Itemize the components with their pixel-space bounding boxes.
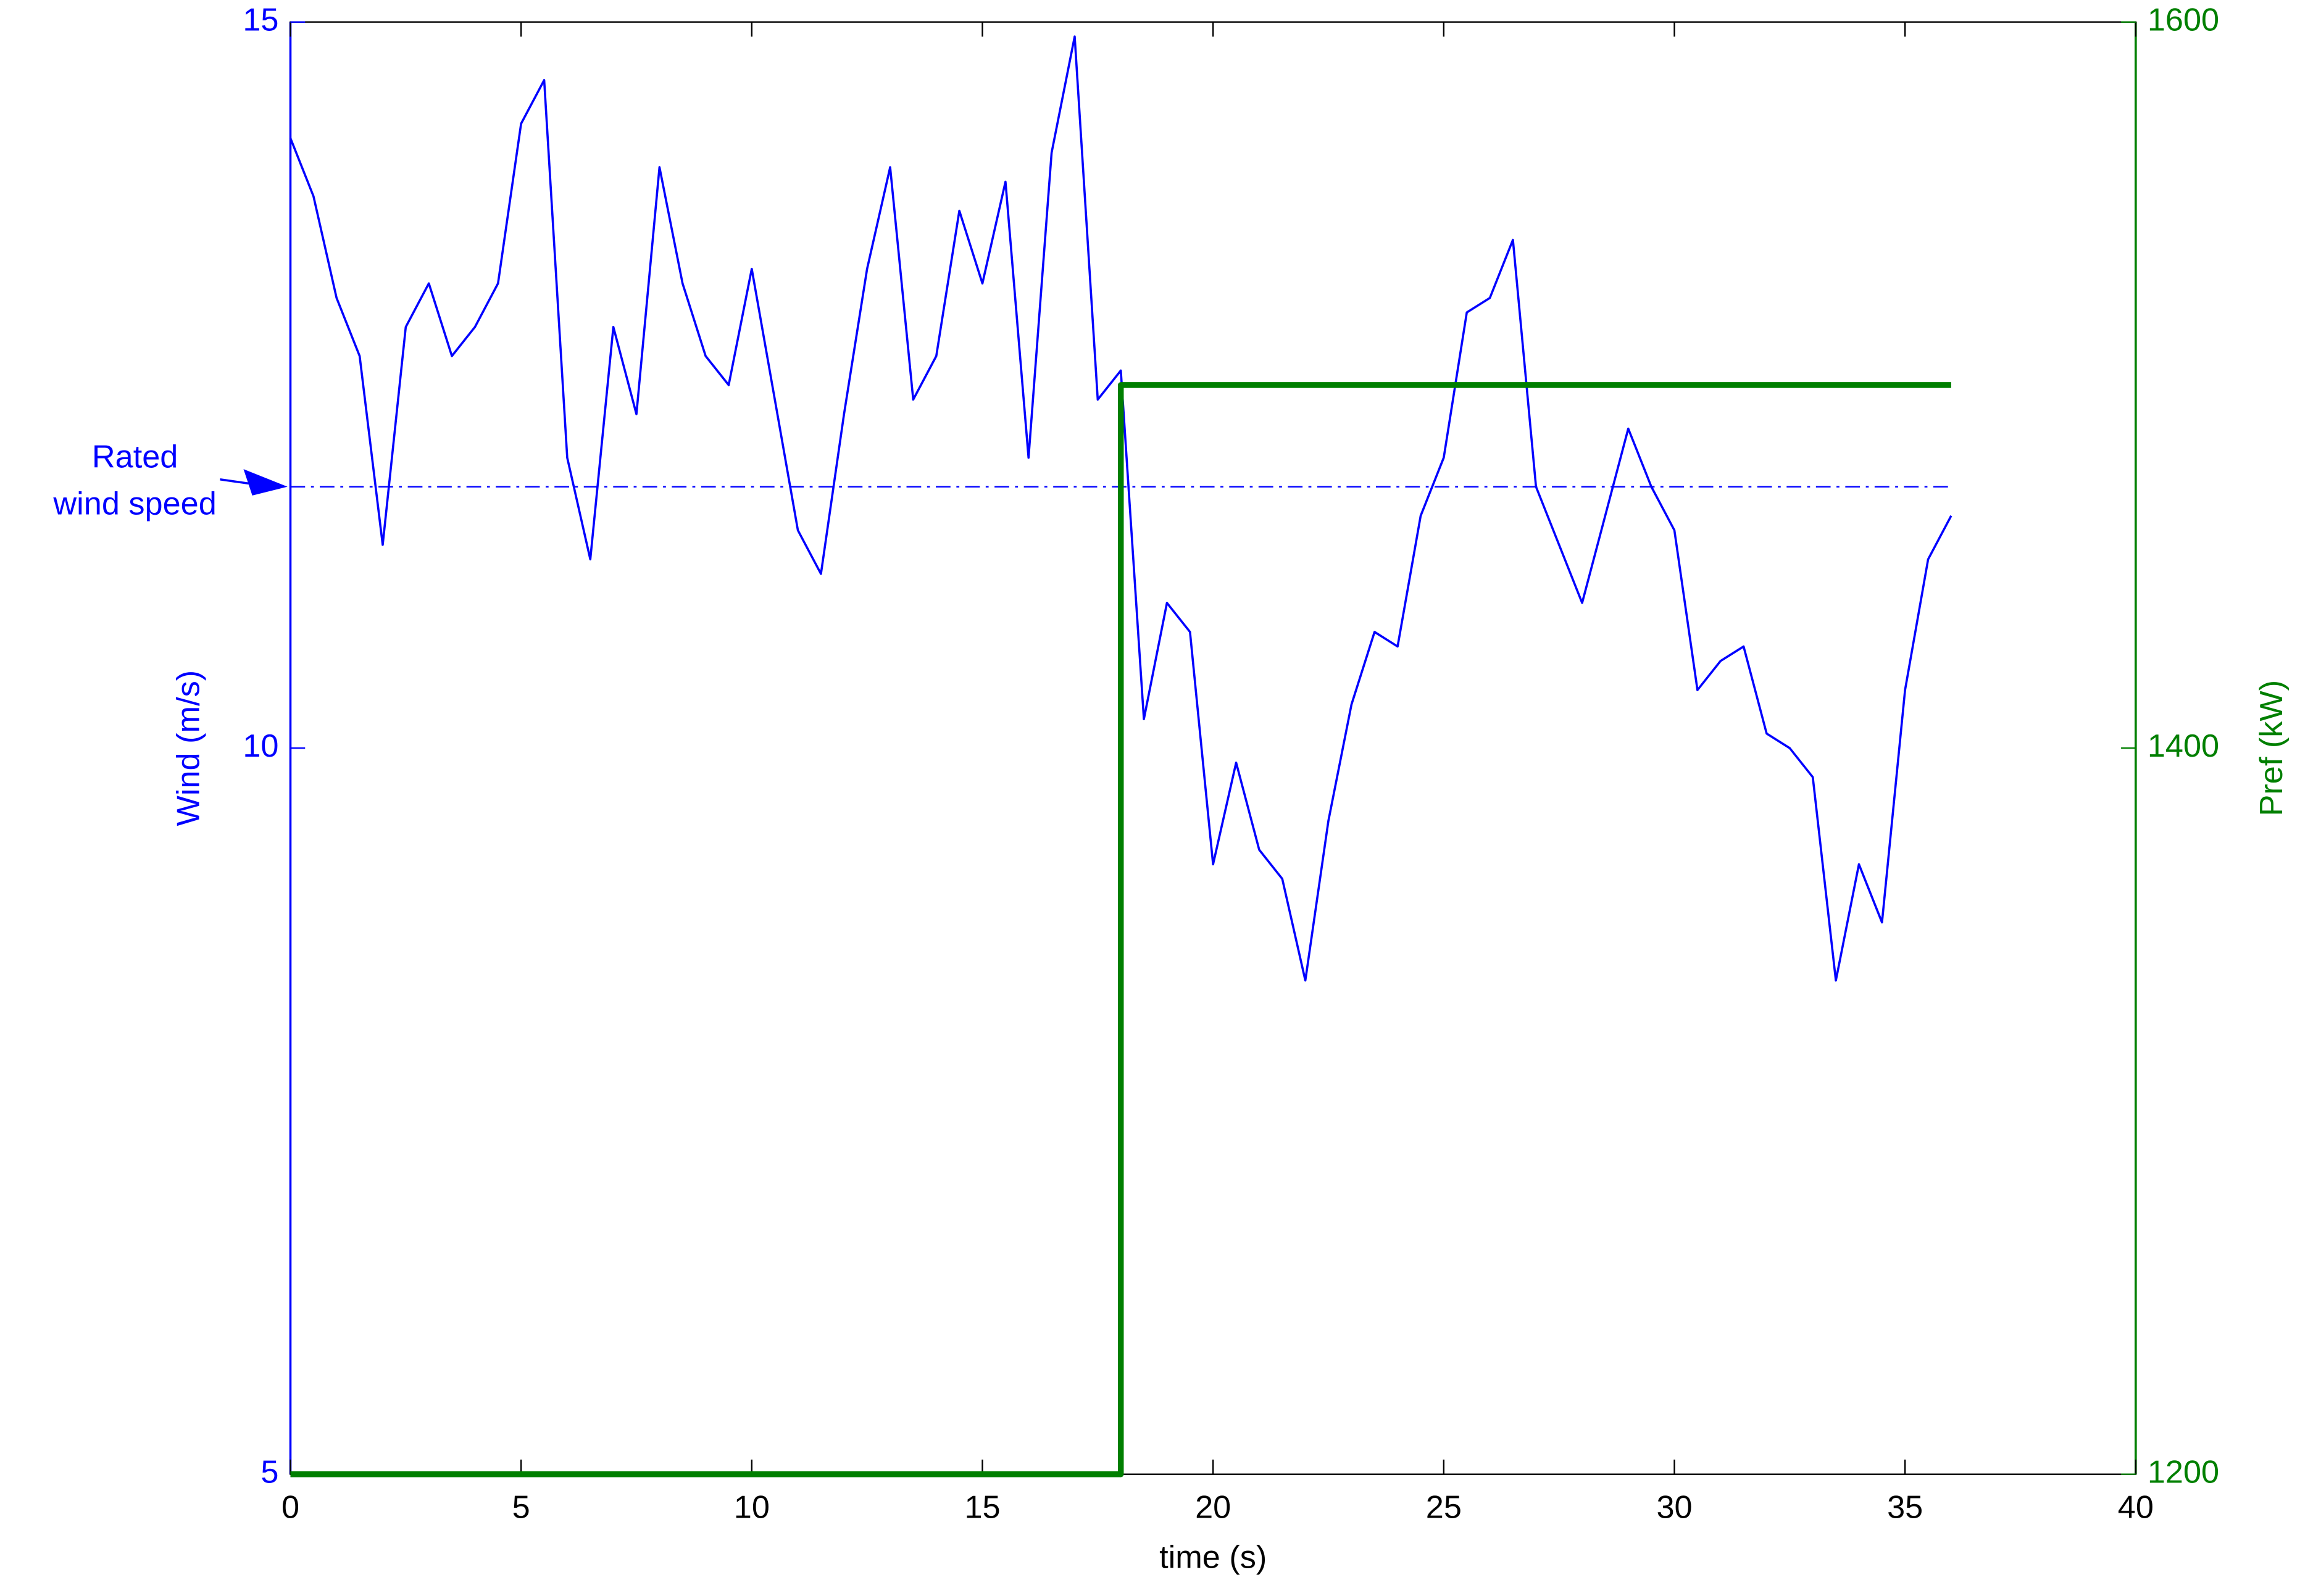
x-tick-label: 35 [1887,1490,1923,1526]
annotation-text: wind speed [52,486,216,522]
x-tick-label: 0 [281,1490,299,1526]
annotation-text: Rated [92,439,178,475]
y2-tick-label: 1400 [2148,728,2219,764]
y-tick-label: 5 [260,1455,278,1490]
y2-tick-label: 1600 [2148,2,2219,38]
y2-tick-label: 1200 [2148,1455,2219,1490]
x-axis-label: time (s) [1159,1539,1267,1575]
x-tick-label: 5 [512,1490,530,1526]
y-axis-label: Wind (m/s) [171,670,207,826]
plot-frame [290,21,2137,1475]
x-tick-label: 30 [1656,1490,1692,1526]
x-tick-label: 20 [1195,1490,1231,1526]
line-series [290,382,1951,1478]
x-tick-label: 40 [2118,1490,2154,1526]
y-tick-label: 10 [243,728,278,764]
y-tick-label: 15 [243,2,278,38]
x-tick-label: 10 [734,1490,770,1526]
line-series [289,35,1952,982]
annotation-arrowhead [243,469,288,496]
x-tick-label: 25 [1426,1490,1462,1526]
x-tick-label: 15 [964,1490,1000,1526]
y2-axis-label: Pref (kW) [2254,680,2290,817]
